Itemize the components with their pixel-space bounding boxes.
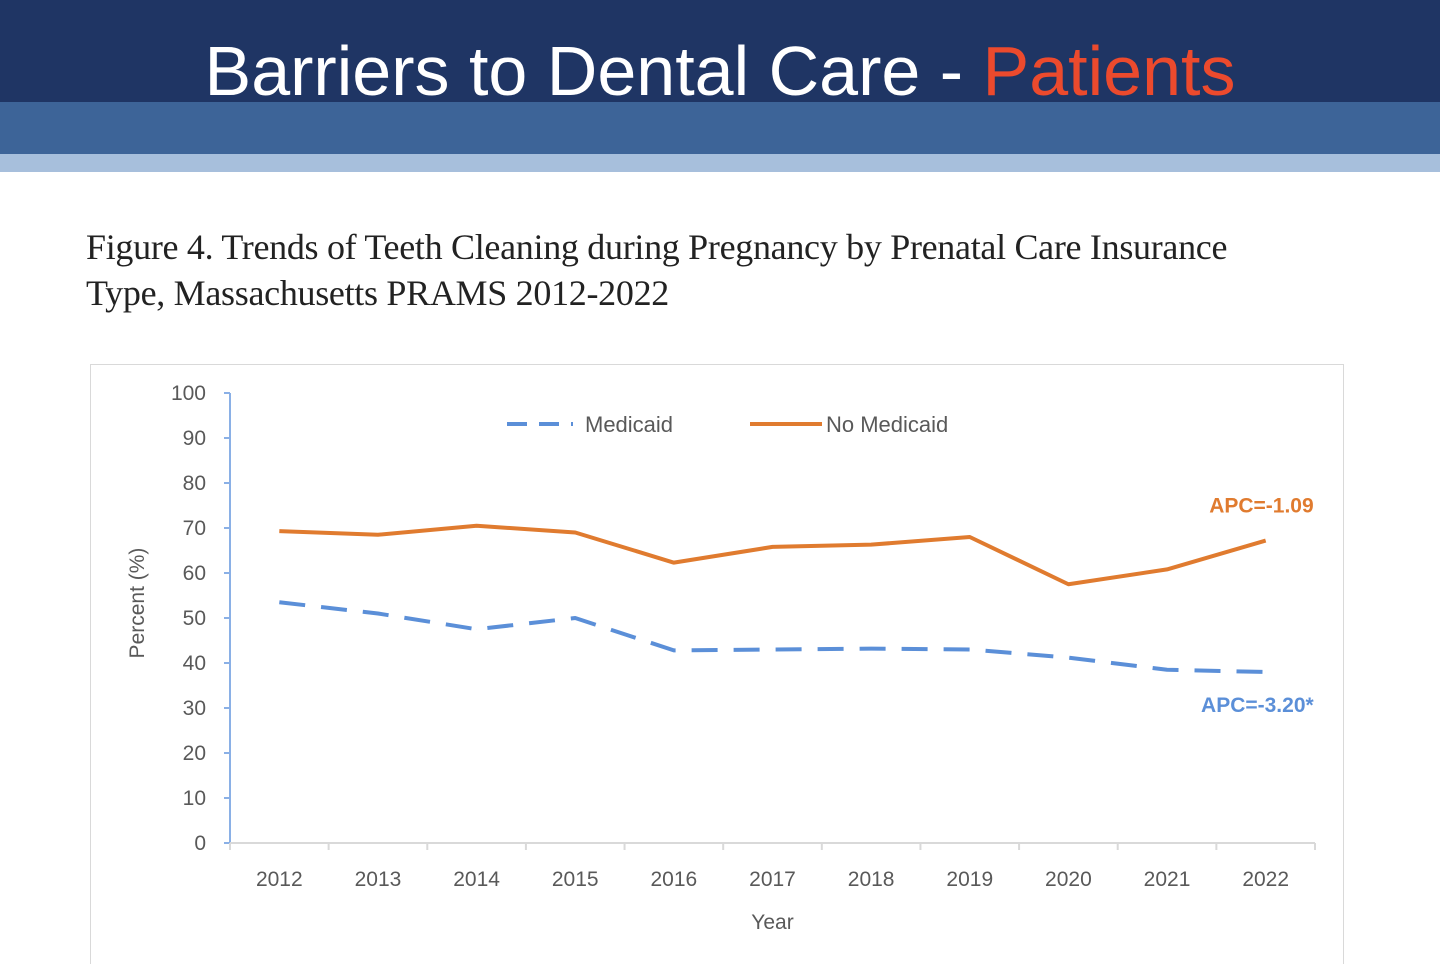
figure-caption-line-1: Figure 4. Trends of Teeth Cleaning durin… [86, 227, 1228, 267]
slide-title-accent: Patients [982, 32, 1236, 110]
y-tick-label: 60 [183, 562, 206, 585]
x-tick-label: 2019 [946, 868, 993, 891]
title-banner-stripe [0, 102, 1440, 154]
apc-annotation-medicaid: APC=-3.20* [1201, 694, 1314, 717]
x-tick-label: 2014 [453, 868, 500, 891]
figure-caption-line-2: Type, Massachusetts PRAMS 2012-2022 [86, 273, 669, 313]
x-axis-title: Year [751, 911, 793, 934]
x-tick-label: 2021 [1144, 868, 1191, 891]
x-tick-label: 2016 [651, 868, 698, 891]
x-tick-label: 2012 [256, 868, 303, 891]
x-tick-label: 2020 [1045, 868, 1092, 891]
x-tick-label: 2018 [848, 868, 895, 891]
y-axis-title: Percent (%) [126, 548, 149, 659]
y-tick-label: 70 [183, 517, 206, 540]
title-banner-light-stripe [0, 154, 1440, 172]
y-tick-label: 90 [183, 427, 206, 450]
legend-label-medicaid: Medicaid [585, 412, 673, 437]
apc-annotation-no-medicaid: APC=-1.09 [1209, 495, 1313, 518]
y-tick-label: 10 [183, 787, 206, 810]
y-tick-label: 50 [183, 607, 206, 630]
y-tick-label: 80 [183, 472, 206, 495]
y-tick-label: 30 [183, 697, 206, 720]
legend-label-no-medicaid: No Medicaid [826, 412, 948, 437]
x-tick-label: 2022 [1242, 868, 1289, 891]
series-line-medicaid [279, 600, 1266, 674]
x-tick-label: 2017 [749, 868, 796, 891]
slide-title: Barriers to Dental Care - Patients [0, 28, 1440, 114]
x-tick-label: 2015 [552, 868, 599, 891]
x-tick-label: 2013 [355, 868, 402, 891]
y-tick-label: 40 [183, 652, 206, 675]
y-tick-label: 20 [183, 742, 206, 765]
series-line-no-medicaid [279, 523, 1267, 587]
y-tick-label: 100 [171, 382, 206, 405]
title-banner [0, 0, 1440, 102]
figure-caption: Figure 4. Trends of Teeth Cleaning durin… [86, 224, 1376, 316]
y-tick-label: 0 [194, 832, 206, 855]
chart-frame [90, 364, 1344, 964]
slide-title-main: Barriers to Dental Care - [204, 32, 983, 110]
